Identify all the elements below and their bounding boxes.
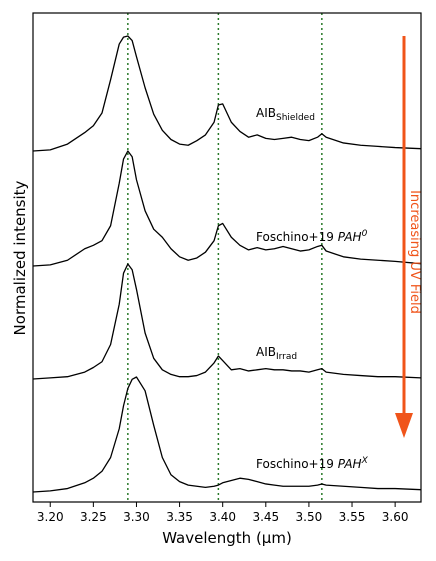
x-tick-label-3: 3.35 — [166, 510, 193, 524]
series-line-0 — [32, 35, 422, 152]
series-labels: AIBShielded Foschino+19 PAH0 AIBIrrad Fosch… — [256, 106, 369, 471]
series-line-1 — [32, 150, 422, 267]
x-tick-label-8: 3.60 — [382, 510, 409, 524]
x-tick-label-7: 3.55 — [339, 510, 366, 524]
uv-field-arrow: Increasing UV Field — [395, 36, 422, 438]
x-tick-label-0: 3.20 — [37, 510, 64, 524]
y-axis-label: Normalized intensity — [11, 180, 29, 335]
x-tick-label-6: 3.50 — [296, 510, 323, 524]
arrow-label: Increasing UV Field — [407, 190, 422, 314]
plot-frame — [32, 12, 422, 503]
series-label-1: Foschino+19 PAH0 — [256, 229, 368, 244]
series-label-3: Foschino+19 PAHX — [256, 456, 369, 471]
x-tick-label-2: 3.30 — [123, 510, 150, 524]
x-tick-label-5: 3.45 — [252, 510, 279, 524]
series-line-3 — [32, 376, 422, 493]
x-axis-label: Wavelength (μm) — [162, 529, 292, 547]
arrow-head — [395, 413, 413, 438]
spectra-curves — [32, 35, 422, 493]
x-tick-label-1: 3.25 — [80, 510, 107, 524]
x-tick-label-4: 3.40 — [209, 510, 236, 524]
series-line-2 — [32, 263, 422, 380]
x-axis-ticks: 3.20 3.25 3.30 3.35 3.40 3.45 3.50 3.55 3.60 — [37, 502, 409, 524]
vertical-reference-lines — [127, 13, 323, 502]
series-label-2: AIBIrrad — [256, 345, 297, 362]
series-label-0: AIBShielded — [256, 106, 315, 123]
